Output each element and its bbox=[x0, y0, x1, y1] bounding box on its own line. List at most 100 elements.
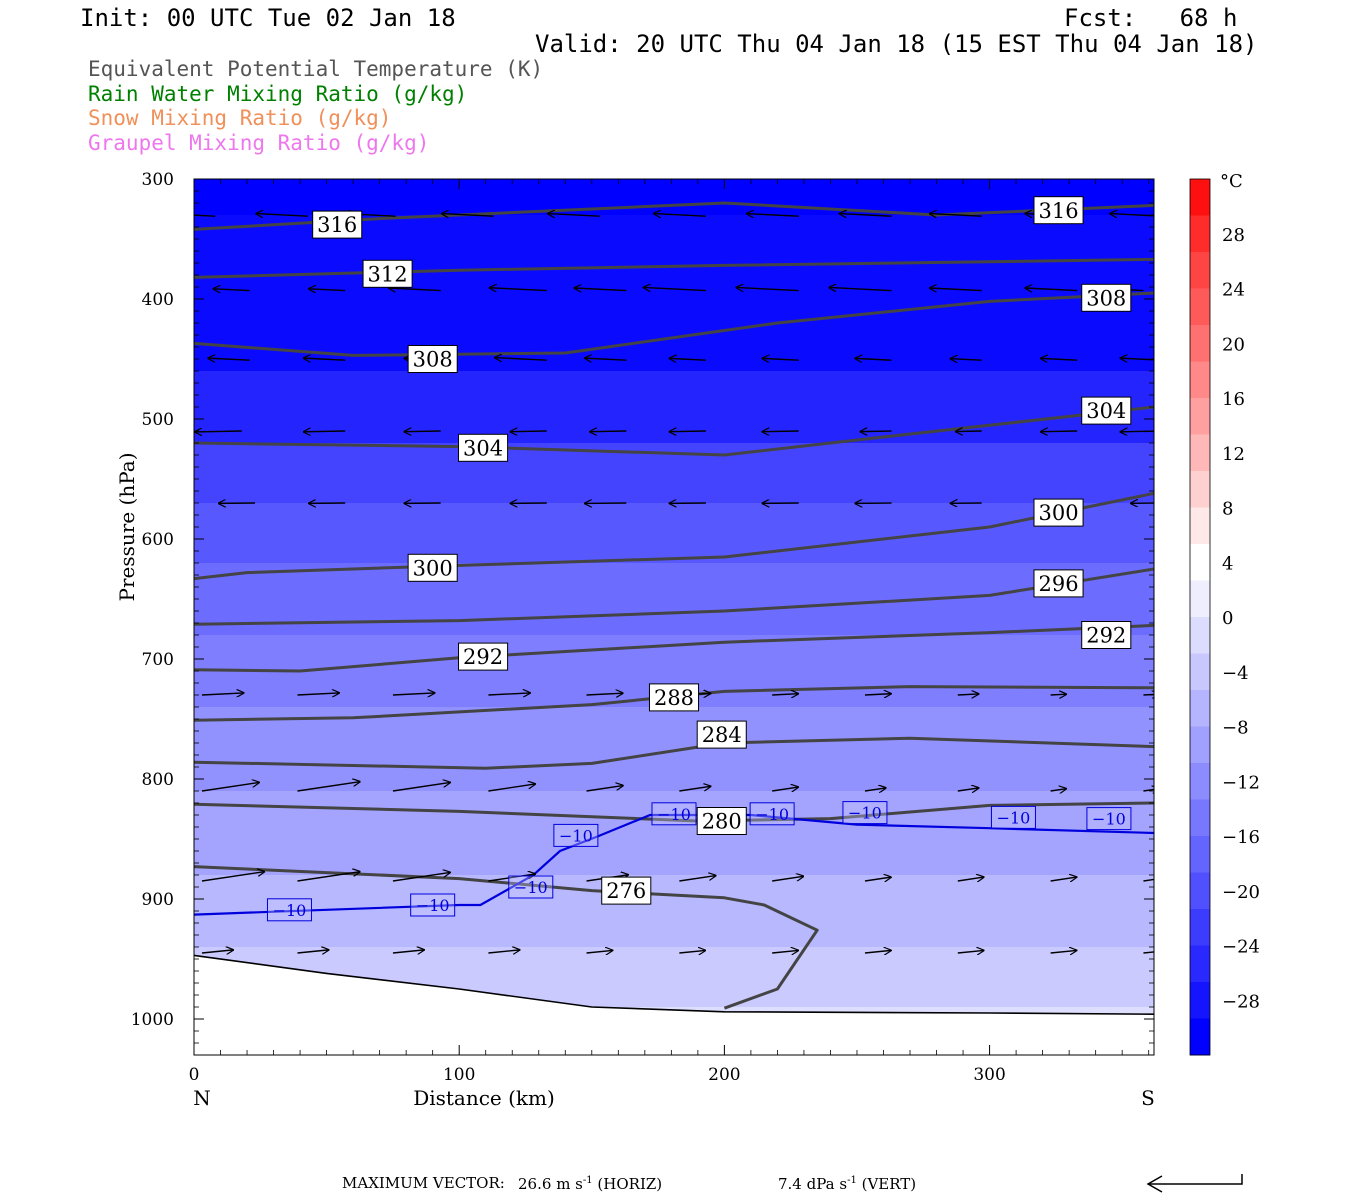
wind-vector bbox=[1041, 358, 1078, 360]
colorbar-swatch bbox=[1190, 361, 1210, 399]
theta-e-label-288: 288 bbox=[648, 683, 700, 712]
temperature-fill-layer bbox=[194, 179, 1154, 1055]
theta-e-label-308-text: 308 bbox=[413, 348, 453, 372]
theta-e-label-316-box bbox=[312, 210, 363, 239]
theta-e-label-316-box bbox=[1033, 196, 1084, 225]
colorbar-swatch bbox=[1190, 690, 1210, 727]
valid-time: Valid: 20 UTC Thu 04 Jan 18 (15 EST Thu … bbox=[535, 30, 1258, 58]
wind-vector bbox=[1041, 431, 1078, 432]
wind-vector bbox=[930, 214, 982, 217]
wind-vector bbox=[488, 874, 535, 882]
wind-vector bbox=[201, 693, 244, 695]
colorbar-swatch bbox=[1190, 909, 1210, 946]
legend-theta-e: Equivalent Potential Temperature (K) bbox=[88, 57, 544, 81]
temperature-label: −10 bbox=[1086, 807, 1132, 831]
colorbar-swatch bbox=[1190, 836, 1210, 873]
horiz-units: m s bbox=[556, 1175, 583, 1193]
colorbar-tick-label: −8 bbox=[1222, 718, 1249, 739]
theta-e-label-280: 280 bbox=[696, 807, 747, 835]
wind-vector bbox=[950, 359, 982, 361]
wind-vector bbox=[297, 782, 359, 792]
colorbar-swatch bbox=[1190, 325, 1210, 362]
colorbar-swatch bbox=[1190, 398, 1210, 435]
y-tick-label: 300 bbox=[142, 170, 174, 190]
horiz-tag: (HORIZ) bbox=[597, 1175, 663, 1193]
wind-vector bbox=[930, 288, 982, 291]
theta-e-label-300-box bbox=[407, 553, 458, 582]
vert-value: 7.4 bbox=[778, 1175, 802, 1193]
colorbar-tick-label: −4 bbox=[1222, 663, 1249, 684]
colorbar-tick-label: 16 bbox=[1222, 389, 1245, 410]
temperature-label-text: −10 bbox=[755, 805, 789, 824]
max-vector-vert: 7.4 dPa s-1 (VERT) bbox=[778, 1176, 916, 1192]
temperature-band bbox=[194, 875, 1154, 948]
theta-e-label-292-text: 292 bbox=[463, 645, 503, 669]
wind-vector bbox=[957, 694, 979, 695]
wind-vector bbox=[297, 693, 339, 695]
wind-vector bbox=[304, 358, 346, 360]
wind-vector bbox=[586, 950, 613, 953]
theta-e-contour-276 bbox=[194, 865, 819, 1010]
temperature-band bbox=[194, 563, 1154, 636]
wind-vector bbox=[1050, 789, 1067, 791]
wind-vector bbox=[654, 214, 706, 217]
legend-rain-water: Rain Water Mixing Ratio (g/kg) bbox=[88, 82, 468, 106]
colorbar-swatch bbox=[1190, 544, 1210, 581]
contour-label-layer: 316 316 312 308 308 304 304 300 300 296 292 292 288 2… bbox=[266, 196, 1132, 922]
wind-vector bbox=[679, 950, 705, 953]
theta-e-contour-304 bbox=[194, 405, 1154, 457]
wind-vector bbox=[1025, 288, 1078, 291]
wind-vector bbox=[574, 288, 627, 291]
y-tick-label: 900 bbox=[142, 890, 174, 910]
wind-vector bbox=[208, 358, 250, 360]
colorbar-swatch bbox=[1190, 215, 1210, 253]
colorbar-swatch bbox=[1190, 982, 1210, 1019]
theta-e-label-316-text: 316 bbox=[317, 213, 357, 237]
theta-e-label-304-box bbox=[458, 433, 509, 462]
theta-e-label-300-text: 300 bbox=[1038, 501, 1078, 525]
colorbar: °C 28 24 20 16 12 8 4 0 −4 −8 −12 −16 −20 −24 −28 bbox=[1189, 171, 1260, 1056]
theta-e-label-288-text: 288 bbox=[654, 686, 694, 710]
temperature-label-box bbox=[1086, 807, 1132, 831]
max-vector-label: MAXIMUM VECTOR: bbox=[342, 1174, 505, 1192]
wind-vector bbox=[392, 950, 424, 953]
colorbar-swatch bbox=[1190, 945, 1210, 983]
temperature-label-box bbox=[410, 893, 456, 917]
temperature-label-box bbox=[842, 801, 888, 825]
vert-units: dPa s bbox=[806, 1175, 848, 1193]
theta-e-label-292: 292 bbox=[1081, 621, 1132, 649]
wind-vector bbox=[762, 358, 799, 360]
theta-e-label-304-text: 304 bbox=[463, 436, 503, 460]
wind-vector bbox=[829, 287, 892, 290]
colorbar-swatch bbox=[1190, 617, 1210, 654]
terrain-line bbox=[194, 954, 1154, 1015]
theta-e-contour-284 bbox=[194, 736, 1154, 770]
x-tick-label: 0 bbox=[189, 1065, 200, 1085]
wind-vector bbox=[1050, 694, 1067, 695]
theta-e-label-308: 308 bbox=[407, 345, 458, 373]
theta-e-label-296-text: 296 bbox=[1038, 572, 1078, 596]
colorbar-swatch bbox=[1190, 872, 1210, 910]
endpoint-right-label: S bbox=[1141, 1086, 1155, 1110]
theta-e-contour-308 bbox=[194, 291, 1154, 357]
colorbar-unit: °C bbox=[1220, 171, 1243, 192]
wind-vector bbox=[1120, 431, 1154, 432]
theta-e-contour-300 bbox=[194, 491, 1154, 581]
theta-e-label-296-box bbox=[1033, 569, 1084, 598]
theta-e-label-292-text: 292 bbox=[1086, 624, 1126, 648]
colorbar-tick-label: −24 bbox=[1222, 937, 1260, 958]
colorbar-swatch bbox=[1190, 763, 1210, 800]
wind-vector bbox=[392, 872, 450, 882]
wind-vector bbox=[495, 358, 547, 361]
temperature-label: −10 bbox=[553, 823, 599, 847]
theta-e-label-276-text: 276 bbox=[606, 879, 646, 903]
colorbar-swatch bbox=[1190, 507, 1210, 545]
colorbar-frame bbox=[1189, 178, 1211, 1056]
wind-vector bbox=[1143, 951, 1154, 954]
terrain-fill bbox=[194, 955, 1154, 1055]
legend-graupel: Graupel Mixing Ratio (g/kg) bbox=[88, 131, 430, 155]
wind-vector bbox=[256, 214, 309, 217]
y-axis-label: Pressure (hPa) bbox=[115, 453, 139, 602]
theta-e-label-312: 312 bbox=[362, 259, 413, 288]
temperature-label-box bbox=[651, 802, 697, 826]
